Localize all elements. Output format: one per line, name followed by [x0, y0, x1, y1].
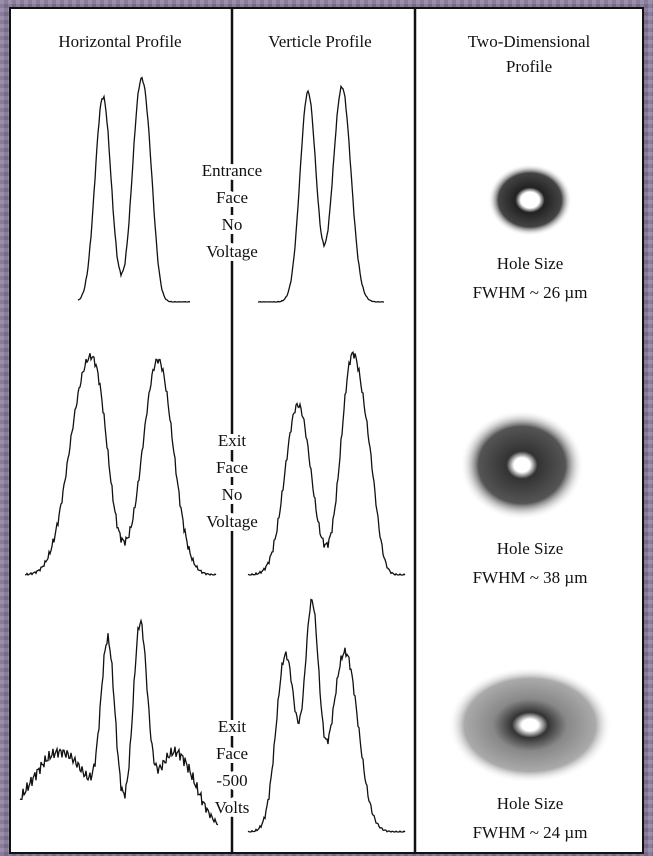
profile-curve — [247, 598, 406, 833]
beam-image — [448, 667, 612, 783]
hole-size: Hole Size — [497, 539, 564, 558]
profile-curve — [247, 350, 406, 576]
fwhm: FWHM ~ 38 µm — [473, 568, 588, 587]
fwhm: FWHM ~ 24 µm — [473, 823, 588, 842]
row-label: Face — [216, 744, 248, 763]
row-label: Face — [216, 458, 248, 477]
column-header: Two-Dimensional — [468, 32, 591, 51]
row-label: No — [222, 485, 243, 504]
row-label: Exit — [218, 431, 247, 450]
profile-curve — [19, 618, 219, 826]
row-label: -500 — [216, 771, 247, 790]
column-header: Verticle Profile — [268, 32, 371, 51]
hole-size: Hole Size — [497, 794, 564, 813]
profile-curve — [258, 84, 384, 303]
profile-curve — [24, 353, 217, 576]
row-label: Entrance — [202, 161, 262, 180]
column-header: Profile — [506, 57, 552, 76]
row-label: No — [222, 215, 243, 234]
row-label: Voltage — [206, 512, 258, 531]
beam-image — [460, 410, 584, 520]
hole-size: Hole Size — [497, 254, 564, 273]
row-label: Exit — [218, 717, 247, 736]
beam-image — [488, 164, 572, 236]
row-label: Voltage — [206, 242, 258, 261]
row-label: Volts — [215, 798, 250, 817]
fwhm: FWHM ~ 26 µm — [473, 283, 588, 302]
row-label: Face — [216, 188, 248, 207]
profile-curve — [77, 76, 191, 303]
column-header: Horizontal Profile — [58, 32, 181, 51]
